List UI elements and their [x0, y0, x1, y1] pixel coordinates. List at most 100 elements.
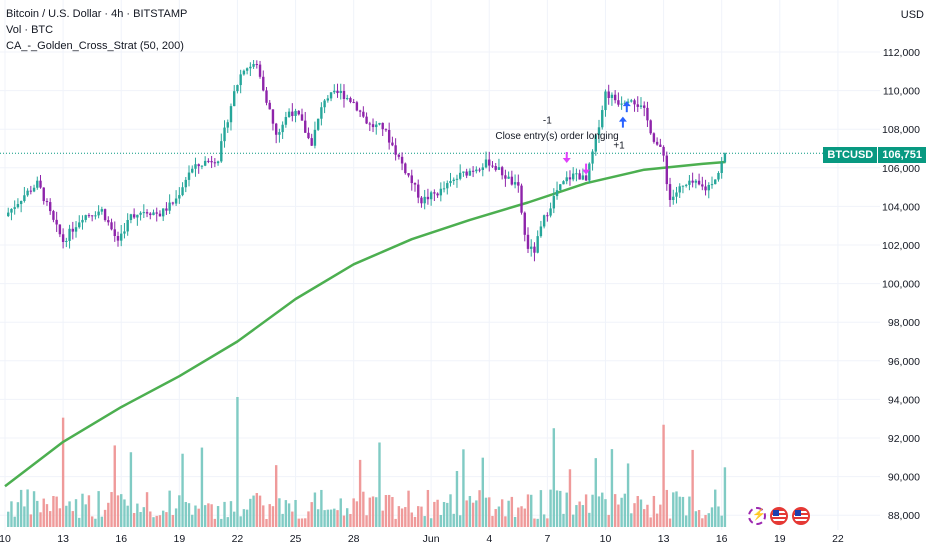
candle-body [236, 85, 239, 92]
volume-bar [171, 514, 175, 527]
volume-bar [552, 428, 556, 527]
candle-body [523, 212, 526, 235]
volume-bar [394, 518, 397, 527]
x-tick-label: 22 [832, 533, 844, 545]
volume-bar [358, 459, 362, 527]
x-tick-label: 19 [774, 533, 786, 545]
candle-body [720, 162, 723, 173]
candle-body [339, 90, 342, 94]
strategy-legend[interactable]: CA_-_Golden_Cross_Strat (50, 200) [6, 40, 184, 52]
y-tick-label: 112,000 [883, 47, 920, 59]
volume-bar [646, 504, 649, 527]
volume-bar [517, 507, 520, 527]
volume-bar [139, 512, 142, 527]
x-tick-label: 13 [57, 533, 69, 545]
volume-bar [526, 494, 530, 527]
candle-body [178, 195, 181, 199]
candle-body [643, 105, 646, 108]
candle-body [78, 222, 81, 228]
candle-body [639, 105, 643, 107]
volume-bar [78, 517, 81, 527]
candle-body [258, 64, 262, 77]
y-tick-label: 92,000 [888, 433, 920, 445]
price-tag-value: 106,751 [878, 147, 926, 163]
x-axis[interactable]: 10 13 16 19 22 25 28 Jun 4 7 10 13 16 19 22 [0, 533, 844, 545]
volume-bar [481, 457, 484, 527]
candle-body [594, 135, 597, 152]
volume-legend[interactable]: Vol · BTC [6, 24, 54, 36]
candle-body [233, 91, 236, 107]
y-axis[interactable]: 88,000 90,000 92,000 94,000 96,000 98,000 100,… [882, 47, 920, 522]
candle-body [220, 141, 223, 162]
grid [0, 0, 880, 530]
candle-body [36, 180, 39, 188]
annotation-text: -1 [543, 115, 552, 126]
candle-body [252, 64, 255, 67]
volume-bar [181, 453, 184, 527]
candle-body [626, 101, 630, 103]
candle-body [462, 171, 465, 173]
lightning-event-icon[interactable] [748, 507, 766, 525]
volume-bar [39, 512, 42, 527]
entry-arrow-head-icon [582, 169, 591, 175]
volume-bar [245, 509, 249, 527]
candle-body [500, 167, 504, 176]
volume-bar [607, 514, 610, 527]
volume-bar [707, 513, 710, 527]
candle-body [336, 90, 339, 94]
volume-bar [410, 512, 413, 527]
candle-body [510, 176, 514, 185]
volume-bar [684, 515, 688, 527]
candle-body [701, 184, 704, 187]
volume-bar [439, 514, 443, 527]
candle-body [310, 138, 313, 146]
volume-bar [352, 498, 355, 527]
volume-bar [688, 496, 691, 527]
candle-body [378, 122, 381, 125]
candle-body [652, 133, 656, 142]
exit-arrow-head-icon [618, 116, 627, 122]
x-tick-label: 25 [290, 533, 302, 545]
candle-body [229, 106, 233, 123]
chart-title[interactable]: Bitcoin / U.S. Dollar · 4h · BITSTAMP [6, 8, 188, 20]
volume-bar [132, 512, 136, 527]
candle-body [97, 211, 100, 216]
candle-body [455, 178, 459, 180]
candle-body [358, 110, 362, 112]
volume-bar [152, 517, 155, 527]
volume-bar [236, 397, 239, 527]
candle-body [691, 180, 694, 183]
candle-body [584, 175, 588, 181]
us-flag-event-icon[interactable] [792, 507, 810, 525]
candle-body [120, 233, 123, 241]
volume-bar [633, 503, 636, 527]
volume-bar [242, 509, 246, 527]
volume-bar [294, 499, 297, 527]
candle-body [530, 246, 533, 249]
candles [7, 59, 727, 262]
candle-body [352, 101, 355, 103]
candle-body [404, 163, 407, 174]
currency-label[interactable]: USD [900, 9, 924, 21]
candle-body [90, 215, 94, 217]
candle-body [439, 188, 443, 196]
candle-body [268, 102, 271, 110]
volume-bar [145, 492, 149, 527]
volume-bar [533, 518, 536, 527]
volume-bar [233, 511, 236, 527]
events-row [748, 507, 810, 525]
entry-arrow-head-icon [562, 158, 571, 164]
candle-body [304, 120, 307, 133]
candle-body [549, 208, 552, 216]
volume-bar [197, 508, 200, 527]
candle-body [194, 164, 197, 169]
candle-body [559, 184, 562, 191]
volume-bar [320, 489, 323, 527]
us-flag-event-icon[interactable] [770, 507, 788, 525]
candle-body [48, 202, 52, 212]
candle-body [87, 215, 91, 217]
volume-bar [307, 511, 310, 527]
candle-body [165, 208, 168, 211]
candle-body [81, 219, 84, 223]
